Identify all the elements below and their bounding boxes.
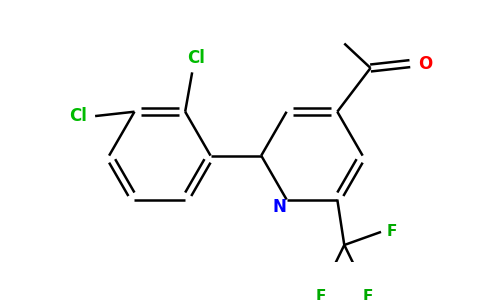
Text: F: F	[363, 289, 373, 300]
Text: Cl: Cl	[69, 107, 87, 125]
Text: N: N	[272, 197, 287, 215]
Text: O: O	[419, 55, 433, 73]
Text: F: F	[316, 289, 326, 300]
Text: F: F	[386, 224, 397, 239]
Text: Cl: Cl	[188, 50, 206, 68]
